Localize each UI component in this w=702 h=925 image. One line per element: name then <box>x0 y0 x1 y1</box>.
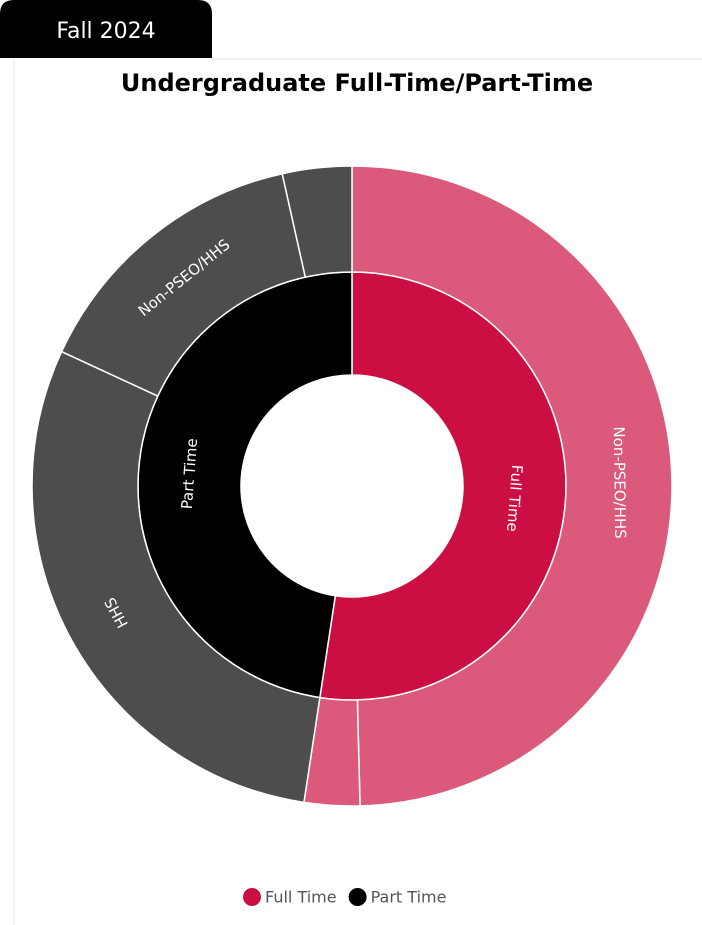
segment-label: Part Time <box>178 438 201 510</box>
tab-label[interactable]: Fall 2024 <box>56 19 155 44</box>
outer-segment <box>281 165 353 279</box>
segment-label: Non-PSEO/HHS <box>610 426 629 539</box>
segment-label: Full Time <box>503 464 526 532</box>
outer-segment <box>31 350 321 804</box>
chart-title: Undergraduate Full-Time/Part-Time <box>121 69 593 97</box>
legend-swatch <box>348 888 367 906</box>
tab[interactable] <box>0 0 212 58</box>
legend-label: Full Time <box>265 888 337 907</box>
outer-segment <box>351 165 673 807</box>
legend-label: Part Time <box>371 888 447 907</box>
legend-swatch <box>243 888 261 906</box>
